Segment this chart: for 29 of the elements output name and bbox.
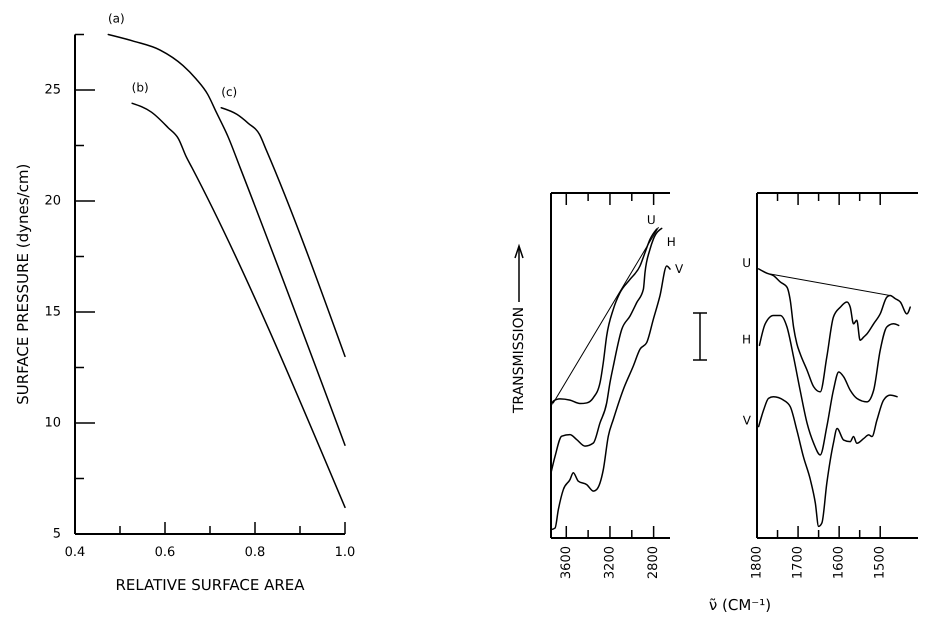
- text: 1.0: [334, 545, 356, 560]
- y-tick-label: 10: [44, 416, 61, 430]
- y-axis-title: SURFACE PRESSURE (dynes/cm): [14, 164, 32, 405]
- y-tick-label: 25: [44, 82, 61, 98]
- legend-label: U: [646, 213, 656, 228]
- series-label: (c): [221, 84, 238, 99]
- y-tick-label: 5: [52, 526, 61, 542]
- y-tick-label: 20: [44, 194, 61, 208]
- x-axis-title: ν̃ (CM⁻¹): [708, 596, 772, 614]
- x-tick-label: 1700: [790, 546, 806, 580]
- x-tick-label: 2800: [646, 546, 662, 580]
- series-label: H: [666, 235, 676, 250]
- series-label: U: [742, 256, 751, 270]
- x-tick-label: 0.8: [244, 545, 266, 560]
- x-tick-label: 3600: [558, 546, 574, 580]
- x-axis-title: RELATIVE SURFACE AREA: [115, 576, 306, 594]
- x-tick-label: 1800: [750, 546, 764, 580]
- x-tick-label: 1500: [872, 546, 888, 580]
- series-label: (a): [108, 12, 125, 26]
- x-tick-label: 3200: [602, 546, 618, 580]
- series-label: (b): [132, 80, 149, 94]
- series-label: V: [742, 414, 752, 428]
- y-tick-label: 15: [44, 304, 61, 320]
- series-label: V: [675, 262, 684, 276]
- y-axis-title: TRANSMISSION: [511, 306, 527, 414]
- x-tick-label: 0.4: [64, 545, 86, 560]
- series-label: H: [742, 332, 751, 346]
- x-tick-label: 1600: [832, 546, 847, 580]
- x-tick-label: 0.6: [154, 545, 176, 560]
